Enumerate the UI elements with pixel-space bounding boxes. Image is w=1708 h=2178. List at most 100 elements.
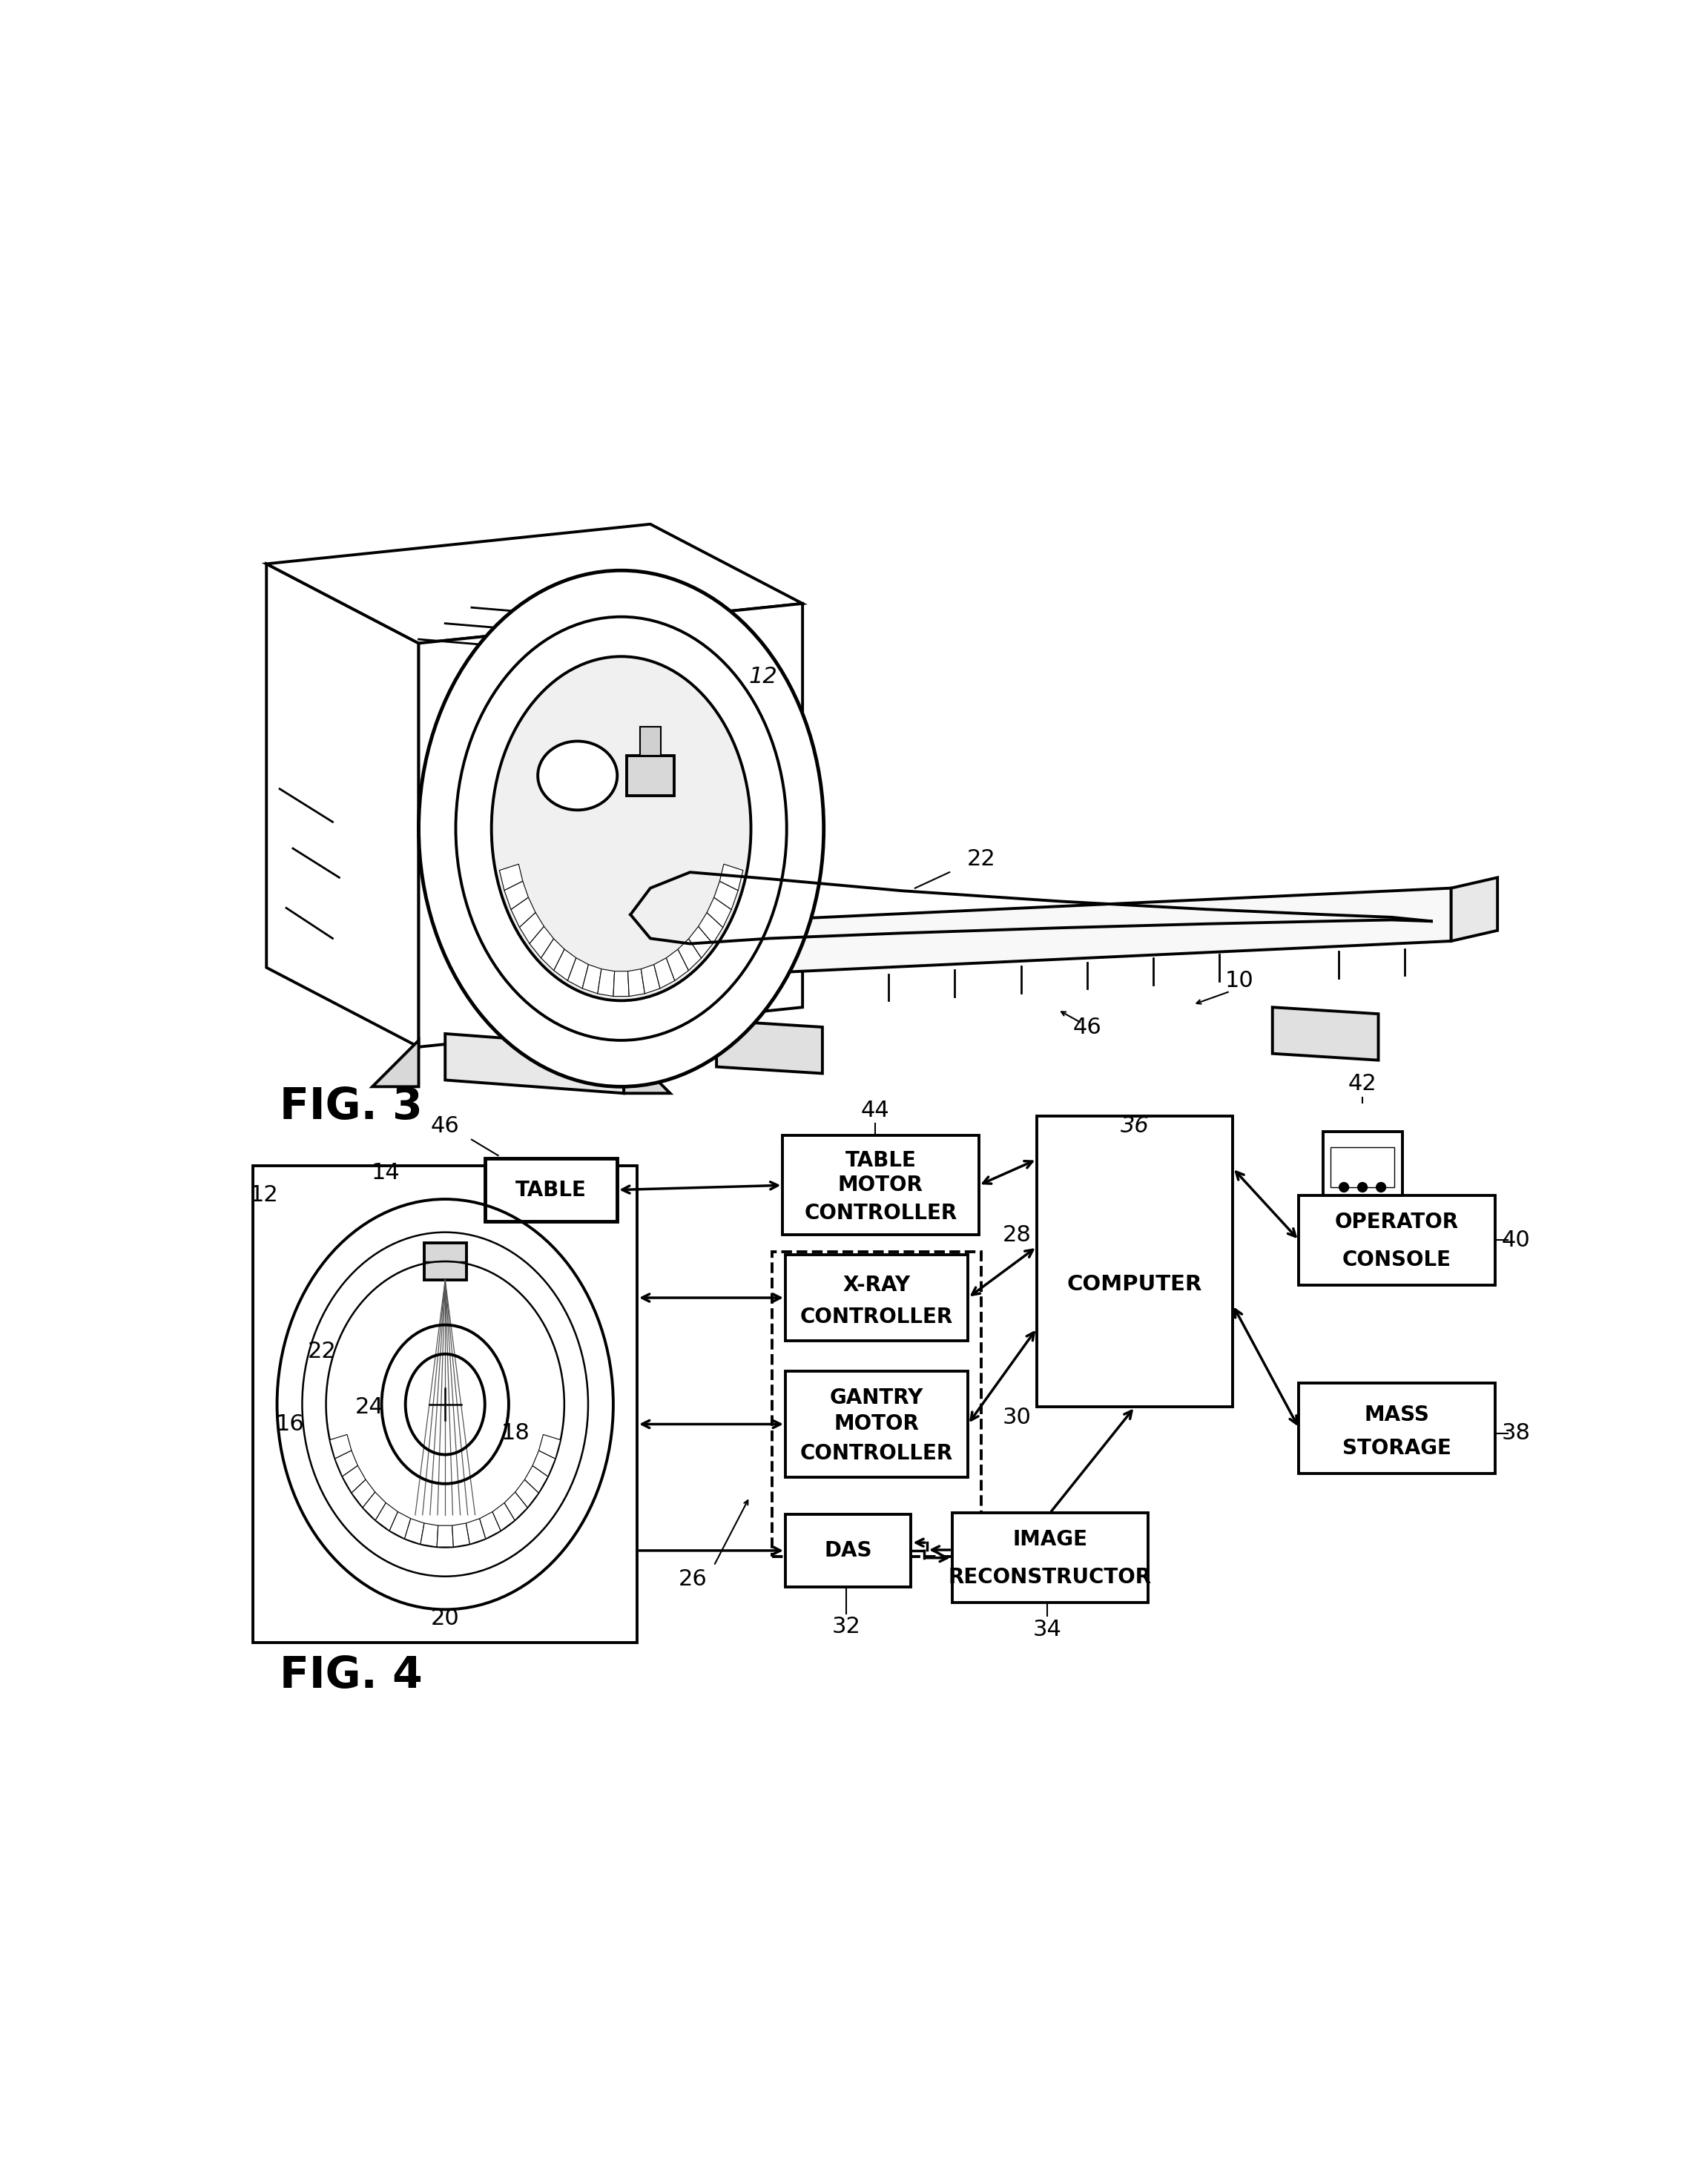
- Text: 48: 48: [523, 771, 552, 793]
- Text: 28: 28: [1003, 1224, 1032, 1246]
- Polygon shape: [541, 939, 564, 971]
- Polygon shape: [598, 889, 1452, 980]
- Polygon shape: [420, 1522, 439, 1546]
- Polygon shape: [492, 1503, 514, 1531]
- Polygon shape: [466, 1518, 485, 1544]
- Text: 22: 22: [967, 847, 996, 869]
- Circle shape: [1339, 1183, 1349, 1194]
- Polygon shape: [389, 1512, 410, 1538]
- Polygon shape: [504, 882, 528, 910]
- Text: MOTOR: MOTOR: [839, 1174, 924, 1196]
- Ellipse shape: [418, 571, 823, 1087]
- Polygon shape: [504, 1492, 528, 1520]
- Polygon shape: [714, 882, 738, 910]
- Polygon shape: [352, 1479, 376, 1507]
- Text: 32: 32: [832, 1616, 861, 1638]
- Text: 38: 38: [1501, 1422, 1530, 1444]
- Bar: [1331, 1148, 1394, 1187]
- Polygon shape: [1452, 878, 1498, 941]
- Text: 16: 16: [277, 1414, 304, 1435]
- Circle shape: [1358, 1183, 1368, 1194]
- Polygon shape: [719, 865, 743, 891]
- Text: 40: 40: [1501, 1228, 1530, 1250]
- Polygon shape: [623, 1048, 670, 1093]
- Text: 18: 18: [490, 904, 519, 926]
- Polygon shape: [613, 971, 629, 995]
- Text: CONSOLE: CONSOLE: [1342, 1250, 1452, 1270]
- Polygon shape: [529, 926, 553, 958]
- Bar: [951, 1514, 1148, 1603]
- Polygon shape: [654, 958, 675, 989]
- Text: 20: 20: [430, 1607, 459, 1629]
- Polygon shape: [266, 564, 418, 1048]
- Bar: [1322, 1133, 1402, 1196]
- Text: 10: 10: [1225, 969, 1254, 991]
- Text: 30: 30: [1003, 1407, 1032, 1429]
- Text: FIG. 4: FIG. 4: [280, 1655, 422, 1697]
- Text: 36: 36: [1120, 1115, 1149, 1137]
- Text: 18: 18: [500, 1422, 529, 1444]
- Text: MASS: MASS: [1365, 1405, 1430, 1424]
- Polygon shape: [418, 603, 803, 1048]
- Polygon shape: [717, 1021, 823, 1074]
- Polygon shape: [266, 525, 803, 643]
- Bar: [786, 1255, 968, 1342]
- Polygon shape: [405, 1518, 424, 1544]
- Ellipse shape: [492, 656, 752, 1000]
- Polygon shape: [699, 913, 722, 943]
- Text: TABLE: TABLE: [845, 1150, 915, 1172]
- Text: STORAGE: STORAGE: [1342, 1437, 1452, 1459]
- Text: OPERATOR: OPERATOR: [1336, 1211, 1459, 1233]
- Text: 46: 46: [1073, 1017, 1102, 1039]
- Polygon shape: [553, 950, 576, 980]
- Polygon shape: [516, 1479, 538, 1507]
- Polygon shape: [1272, 1006, 1378, 1061]
- Text: 44: 44: [861, 1100, 890, 1122]
- Polygon shape: [372, 1041, 418, 1087]
- Bar: [786, 1372, 968, 1477]
- Text: IMAGE: IMAGE: [1013, 1529, 1088, 1551]
- Polygon shape: [519, 913, 545, 943]
- Polygon shape: [640, 965, 659, 993]
- Bar: [786, 1514, 910, 1588]
- Bar: [640, 727, 661, 756]
- Bar: [424, 1244, 466, 1281]
- Bar: [1037, 1115, 1233, 1407]
- Polygon shape: [524, 1466, 548, 1492]
- Text: 14: 14: [729, 764, 757, 786]
- Polygon shape: [446, 1035, 623, 1093]
- Polygon shape: [707, 897, 731, 928]
- Text: RECONSTRUCTOR: RECONSTRUCTOR: [948, 1568, 1151, 1588]
- Text: GANTRY: GANTRY: [830, 1387, 924, 1409]
- Text: 12: 12: [748, 666, 777, 686]
- Circle shape: [1375, 1183, 1387, 1194]
- Text: CONTROLLER: CONTROLLER: [799, 1307, 953, 1326]
- Polygon shape: [453, 1522, 470, 1546]
- Bar: [627, 756, 675, 795]
- Bar: [485, 1159, 617, 1222]
- Text: 14: 14: [371, 1161, 400, 1183]
- Polygon shape: [666, 950, 688, 980]
- Text: MOTOR: MOTOR: [834, 1414, 919, 1435]
- Bar: [1300, 1196, 1494, 1285]
- Bar: [253, 1165, 637, 1642]
- Text: 24: 24: [355, 1396, 384, 1418]
- Text: 34: 34: [1033, 1618, 1062, 1640]
- Ellipse shape: [456, 616, 787, 1041]
- Bar: [1300, 1383, 1494, 1472]
- Ellipse shape: [538, 741, 617, 810]
- Polygon shape: [335, 1451, 357, 1477]
- Text: 12: 12: [249, 1185, 278, 1207]
- Text: 42: 42: [1348, 1074, 1377, 1096]
- Polygon shape: [480, 1512, 500, 1538]
- Polygon shape: [567, 958, 589, 989]
- Polygon shape: [330, 1435, 352, 1459]
- Polygon shape: [598, 969, 615, 995]
- Polygon shape: [582, 965, 601, 993]
- Text: CONTROLLER: CONTROLLER: [799, 1444, 953, 1464]
- Text: DAS: DAS: [825, 1540, 873, 1562]
- Text: 26: 26: [678, 1568, 707, 1590]
- Text: FIG. 3: FIG. 3: [280, 1085, 422, 1128]
- Polygon shape: [688, 926, 712, 958]
- Text: COMPUTER: COMPUTER: [1068, 1274, 1202, 1296]
